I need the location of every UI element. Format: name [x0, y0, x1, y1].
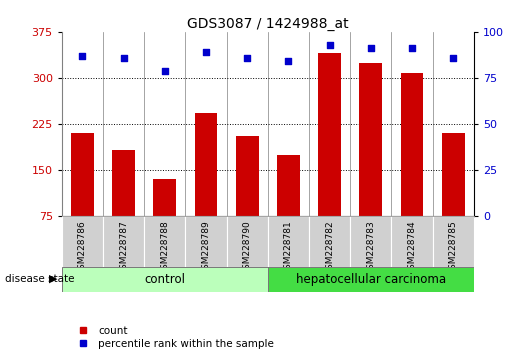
Point	[367, 46, 375, 51]
Text: GSM228787: GSM228787	[119, 220, 128, 275]
Point	[202, 49, 210, 55]
Bar	[309, 32, 350, 216]
Bar	[71, 133, 94, 216]
Bar	[144, 32, 185, 216]
Bar	[433, 216, 474, 267]
Bar	[103, 216, 144, 267]
Text: GSM228781: GSM228781	[284, 220, 293, 275]
Bar	[227, 32, 268, 216]
Bar	[112, 150, 135, 216]
Legend: count, percentile rank within the sample: count, percentile rank within the sample	[72, 326, 274, 349]
Text: GSM228790: GSM228790	[243, 220, 252, 275]
Bar	[309, 216, 350, 267]
Bar	[195, 114, 217, 216]
Bar	[268, 216, 309, 267]
Text: GSM228783: GSM228783	[366, 220, 375, 275]
Bar	[185, 216, 227, 267]
Bar	[103, 32, 144, 216]
Bar	[153, 179, 176, 216]
Bar	[433, 32, 474, 216]
Text: GSM228786: GSM228786	[78, 220, 87, 275]
Text: hepatocellular carcinoma: hepatocellular carcinoma	[296, 273, 446, 286]
Text: ▶: ▶	[49, 274, 58, 284]
Bar	[62, 216, 103, 267]
Text: GSM228782: GSM228782	[325, 220, 334, 275]
Bar	[268, 32, 309, 216]
Bar	[350, 216, 391, 267]
Text: GSM228788: GSM228788	[160, 220, 169, 275]
Bar	[350, 32, 391, 216]
Bar	[318, 53, 341, 216]
Point	[243, 55, 251, 61]
Bar	[144, 216, 185, 267]
Point	[119, 55, 128, 61]
Point	[449, 55, 457, 61]
Bar	[442, 133, 465, 216]
Text: GSM228784: GSM228784	[407, 220, 417, 275]
Text: GSM228785: GSM228785	[449, 220, 458, 275]
Text: disease state: disease state	[5, 274, 75, 284]
Bar	[391, 32, 433, 216]
Point	[161, 68, 169, 73]
Bar	[391, 216, 433, 267]
Title: GDS3087 / 1424988_at: GDS3087 / 1424988_at	[187, 17, 349, 31]
Bar	[277, 155, 300, 216]
Point	[284, 58, 293, 64]
Bar	[185, 32, 227, 216]
Bar	[227, 216, 268, 267]
Point	[325, 42, 334, 47]
Point	[408, 46, 416, 51]
Point	[78, 53, 87, 59]
Bar	[236, 136, 259, 216]
Bar	[62, 32, 103, 216]
Bar	[359, 63, 382, 216]
Text: GSM228789: GSM228789	[201, 220, 211, 275]
Bar	[401, 73, 423, 216]
Bar	[62, 267, 268, 292]
Text: control: control	[144, 273, 185, 286]
Bar	[268, 267, 474, 292]
